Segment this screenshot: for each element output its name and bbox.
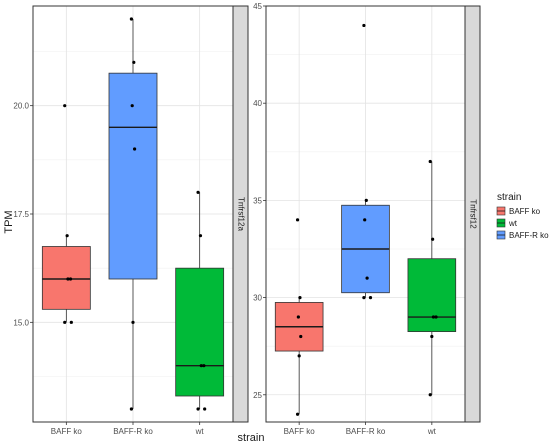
box-body	[407, 258, 457, 333]
data-point	[199, 364, 203, 368]
box-wt	[175, 190, 225, 411]
data-point	[362, 23, 366, 28]
data-point	[65, 234, 69, 238]
box-baff-ko	[41, 104, 91, 324]
data-point	[365, 276, 369, 280]
box-baff-r-ko	[108, 17, 158, 411]
data-point	[196, 407, 200, 411]
box-body	[175, 267, 225, 397]
y-tick-label: 30	[253, 294, 262, 303]
y-tick-label: 40	[253, 99, 262, 108]
data-point	[296, 315, 300, 319]
data-point	[130, 104, 134, 108]
data-point	[431, 237, 435, 241]
data-point	[434, 315, 438, 319]
facet-strip-label: Tnfrsf12	[468, 199, 477, 229]
data-point	[202, 364, 206, 368]
y-tick-label: 25	[253, 391, 262, 400]
box-body	[41, 246, 91, 310]
y-tick-label: 15.0	[13, 318, 29, 327]
data-point	[298, 295, 302, 300]
legend-label: BAFF-R ko	[509, 231, 549, 240]
legend-label: wt	[508, 219, 518, 228]
data-point	[362, 295, 366, 300]
data-point	[203, 407, 207, 411]
data-point	[299, 334, 303, 339]
data-point	[63, 320, 67, 324]
y-tick-label: 17.5	[13, 210, 29, 219]
data-point	[133, 147, 137, 151]
data-point	[295, 412, 300, 416]
facet-strip-label: Tnfrsf12a	[236, 197, 245, 231]
data-point	[129, 17, 133, 21]
x-tick-label: wt	[195, 427, 205, 436]
y-tick-label: 35	[253, 196, 262, 205]
legend-item: BAFF ko	[496, 206, 541, 216]
facet-strip	[464, 5, 481, 423]
data-point	[196, 190, 200, 194]
data-point	[431, 315, 436, 319]
data-point	[363, 218, 367, 222]
data-point	[131, 320, 135, 324]
x-tick-label: BAFF ko	[51, 427, 83, 436]
box-wt	[407, 159, 457, 397]
data-point	[297, 354, 301, 358]
x-tick-label: BAFF-R ko	[346, 427, 386, 436]
data-point	[368, 295, 373, 300]
data-point	[129, 407, 133, 411]
legend-title: strain	[497, 192, 521, 203]
data-point	[295, 218, 300, 222]
box-body	[108, 72, 158, 280]
data-point	[428, 393, 432, 397]
x-axis-title: strain	[238, 432, 265, 444]
panel-1: 15.0 17.5 20.0 BAFF ko BAFF-R ko wt Tnfrsf12a	[13, 5, 249, 436]
legend-item: wt	[496, 218, 518, 228]
facet-strip	[232, 5, 249, 423]
legend: strain BAFF ko wt BAFF-R ko	[496, 192, 549, 240]
x-tick-label: BAFF-R ko	[113, 427, 153, 436]
y-tick-label: 45	[253, 2, 262, 11]
legend-label: BAFF ko	[509, 207, 541, 216]
data-point	[63, 104, 67, 108]
box-baff-r-ko	[341, 23, 390, 300]
x-tick-label: wt	[427, 427, 437, 436]
data-point	[68, 277, 73, 281]
data-point	[132, 60, 136, 64]
data-point	[66, 277, 70, 281]
box-baff-ko	[274, 218, 324, 416]
panel-2: 25 30 35 40 45 BAFF ko BAFF-R ko wt Tnfrsf12	[253, 2, 481, 436]
y-axis-title: TPM	[3, 210, 15, 233]
data-point	[364, 198, 368, 202]
data-point	[69, 320, 73, 324]
data-point	[430, 334, 434, 339]
data-point	[428, 159, 432, 164]
data-point	[198, 234, 203, 238]
legend-item: BAFF-R ko	[496, 230, 549, 240]
x-tick-label: BAFF ko	[284, 427, 316, 436]
y-tick-label: 20.0	[13, 102, 29, 111]
